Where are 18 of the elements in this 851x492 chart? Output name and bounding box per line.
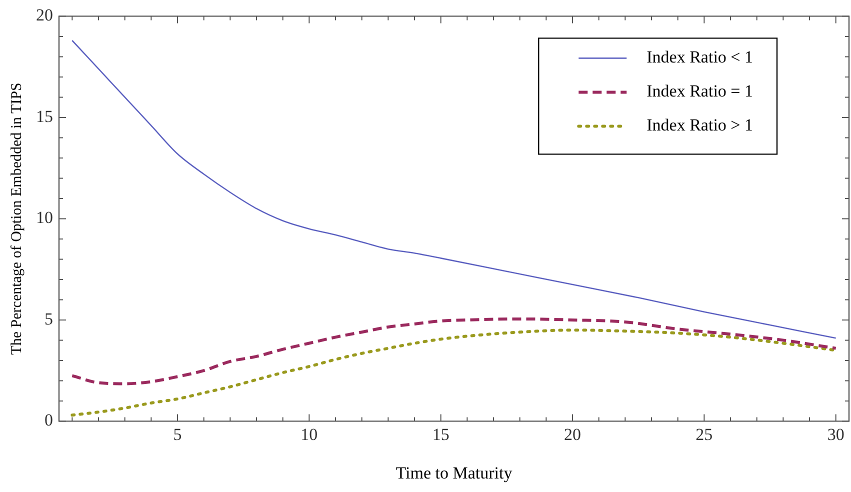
x-tick-label: 30: [827, 424, 844, 444]
x-tick-label: 10: [300, 424, 318, 444]
x-tick-label: 5: [173, 424, 182, 444]
y-tick-label: 0: [44, 410, 53, 430]
x-axis-title: Time to Maturity: [396, 463, 513, 482]
y-tick-label: 15: [36, 106, 53, 126]
legend-label: Index Ratio = 1: [646, 82, 753, 101]
x-tick-label: 20: [564, 424, 581, 444]
legend-label: Index Ratio < 1: [646, 48, 753, 67]
line-series: [72, 40, 836, 339]
x-tick-label: 25: [696, 424, 713, 444]
x-tick-label: 15: [432, 424, 450, 444]
line-series: [70, 317, 838, 386]
y-axis-title: The Percentage of Option Embedded in TIPS: [8, 82, 25, 355]
y-tick-label: 5: [44, 309, 53, 328]
legend-label: Index Ratio > 1: [646, 116, 753, 135]
y-tick-label: 10: [36, 208, 53, 228]
y-tick-label: 20: [36, 6, 53, 25]
